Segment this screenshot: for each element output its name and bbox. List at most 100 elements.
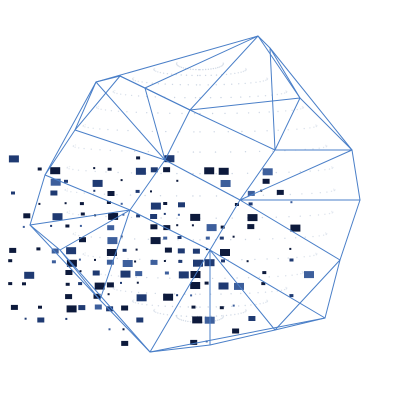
sphere-dot: [262, 194, 265, 196]
sphere-dot: [105, 215, 107, 218]
sphere-dot: [135, 276, 137, 278]
data-square: [107, 237, 118, 245]
wireframe-edge: [95, 75, 121, 83]
data-square: [50, 224, 53, 227]
sphere-dot: [333, 188, 335, 190]
sphere-dot: [311, 192, 313, 195]
data-square: [136, 281, 139, 284]
sphere-dot: [175, 63, 178, 65]
sphere-dot: [84, 254, 86, 256]
wireframe-edge: [44, 174, 131, 211]
wireframe-edge: [209, 199, 241, 251]
sphere-dot: [207, 84, 209, 86]
data-square: [121, 305, 129, 311]
sphere-dot: [131, 78, 134, 80]
sphere-dot: [155, 311, 157, 313]
sphere-dot: [160, 217, 162, 219]
sphere-dot: [223, 83, 225, 86]
sphere-dot: [132, 77, 134, 80]
sphere-dot: [331, 166, 333, 168]
sphere-dot: [315, 124, 317, 126]
sphere-dot: [193, 112, 196, 115]
sphere-dot: [272, 150, 274, 152]
sphere-dot: [217, 66, 219, 69]
sphere-dot: [146, 304, 148, 306]
data-square: [219, 236, 224, 240]
sphere-dot: [330, 190, 333, 192]
sphere-dot: [266, 78, 269, 80]
wireframe-edge: [99, 209, 131, 301]
wireframe-edge: [149, 317, 326, 353]
data-square: [164, 155, 175, 163]
sphere-dot: [176, 316, 178, 318]
data-square: [232, 328, 240, 334]
sphere-dot: [153, 68, 155, 70]
data-square: [136, 317, 144, 323]
sphere-dot: [258, 150, 261, 153]
data-square: [289, 247, 292, 250]
sphere-dot: [255, 81, 257, 84]
data-square: [150, 214, 158, 219]
sphere-dot: [177, 65, 180, 67]
sphere-dot: [199, 69, 201, 71]
wireframe-polyhedron: [29, 35, 361, 353]
data-square: [289, 258, 294, 262]
sphere-dot: [192, 239, 195, 241]
sphere-dot: [157, 71, 159, 73]
data-square: [107, 293, 110, 296]
wireframe-edge: [209, 329, 276, 346]
sphere-dot: [325, 233, 327, 236]
sphere-dot: [99, 236, 101, 239]
data-square: [136, 294, 147, 302]
sphere-dot: [244, 70, 246, 72]
sphere-dot: [87, 126, 89, 129]
data-square: [192, 248, 200, 254]
data-square: [262, 178, 270, 184]
data-square: [150, 190, 152, 193]
sphere-dot: [103, 193, 106, 195]
sphere-dot: [277, 257, 279, 260]
sphere-dot: [227, 131, 229, 133]
sphere-dot: [185, 74, 188, 76]
sphere-dot: [83, 192, 86, 194]
data-square: [65, 294, 73, 300]
data-square: [221, 259, 225, 263]
data-square: [37, 167, 42, 171]
data-square: [92, 270, 100, 276]
sphere-dot: [170, 73, 173, 75]
data-square: [106, 306, 114, 312]
sphere-dot: [276, 93, 278, 96]
sphere-dot: [72, 213, 74, 215]
sphere-dot: [169, 277, 171, 279]
wireframe-edge: [269, 47, 353, 151]
sphere-dot: [182, 67, 185, 69]
wireframe-edge: [339, 199, 361, 261]
sphere-dot: [97, 105, 100, 108]
sphere-dot: [77, 169, 80, 171]
sphere-dot: [199, 84, 201, 86]
sphere-dot: [215, 315, 218, 317]
sphere-dot: [126, 111, 128, 113]
sphere-dot: [104, 274, 107, 276]
data-square: [93, 167, 96, 170]
sphere-dot: [277, 129, 279, 131]
data-square: [135, 167, 146, 175]
sphere-dot: [66, 211, 68, 214]
wireframe-edge: [74, 129, 166, 161]
wireframe-edge: [269, 47, 276, 151]
wireframe-edge: [189, 97, 301, 111]
data-square: [24, 317, 27, 320]
sphere-dot: [121, 150, 123, 152]
sphere-dot: [230, 239, 232, 241]
sphere-dot: [328, 168, 331, 170]
sphere-dot: [315, 125, 317, 128]
sphere-dot: [68, 165, 71, 168]
data-square: [8, 282, 13, 286]
data-square: [106, 259, 114, 265]
sphere-dot: [179, 318, 181, 321]
sphere-dot: [191, 74, 193, 77]
sphere-dot: [153, 309, 155, 311]
sphere-dot: [90, 236, 93, 238]
sphere-dot: [230, 314, 232, 316]
data-square: [78, 305, 86, 311]
